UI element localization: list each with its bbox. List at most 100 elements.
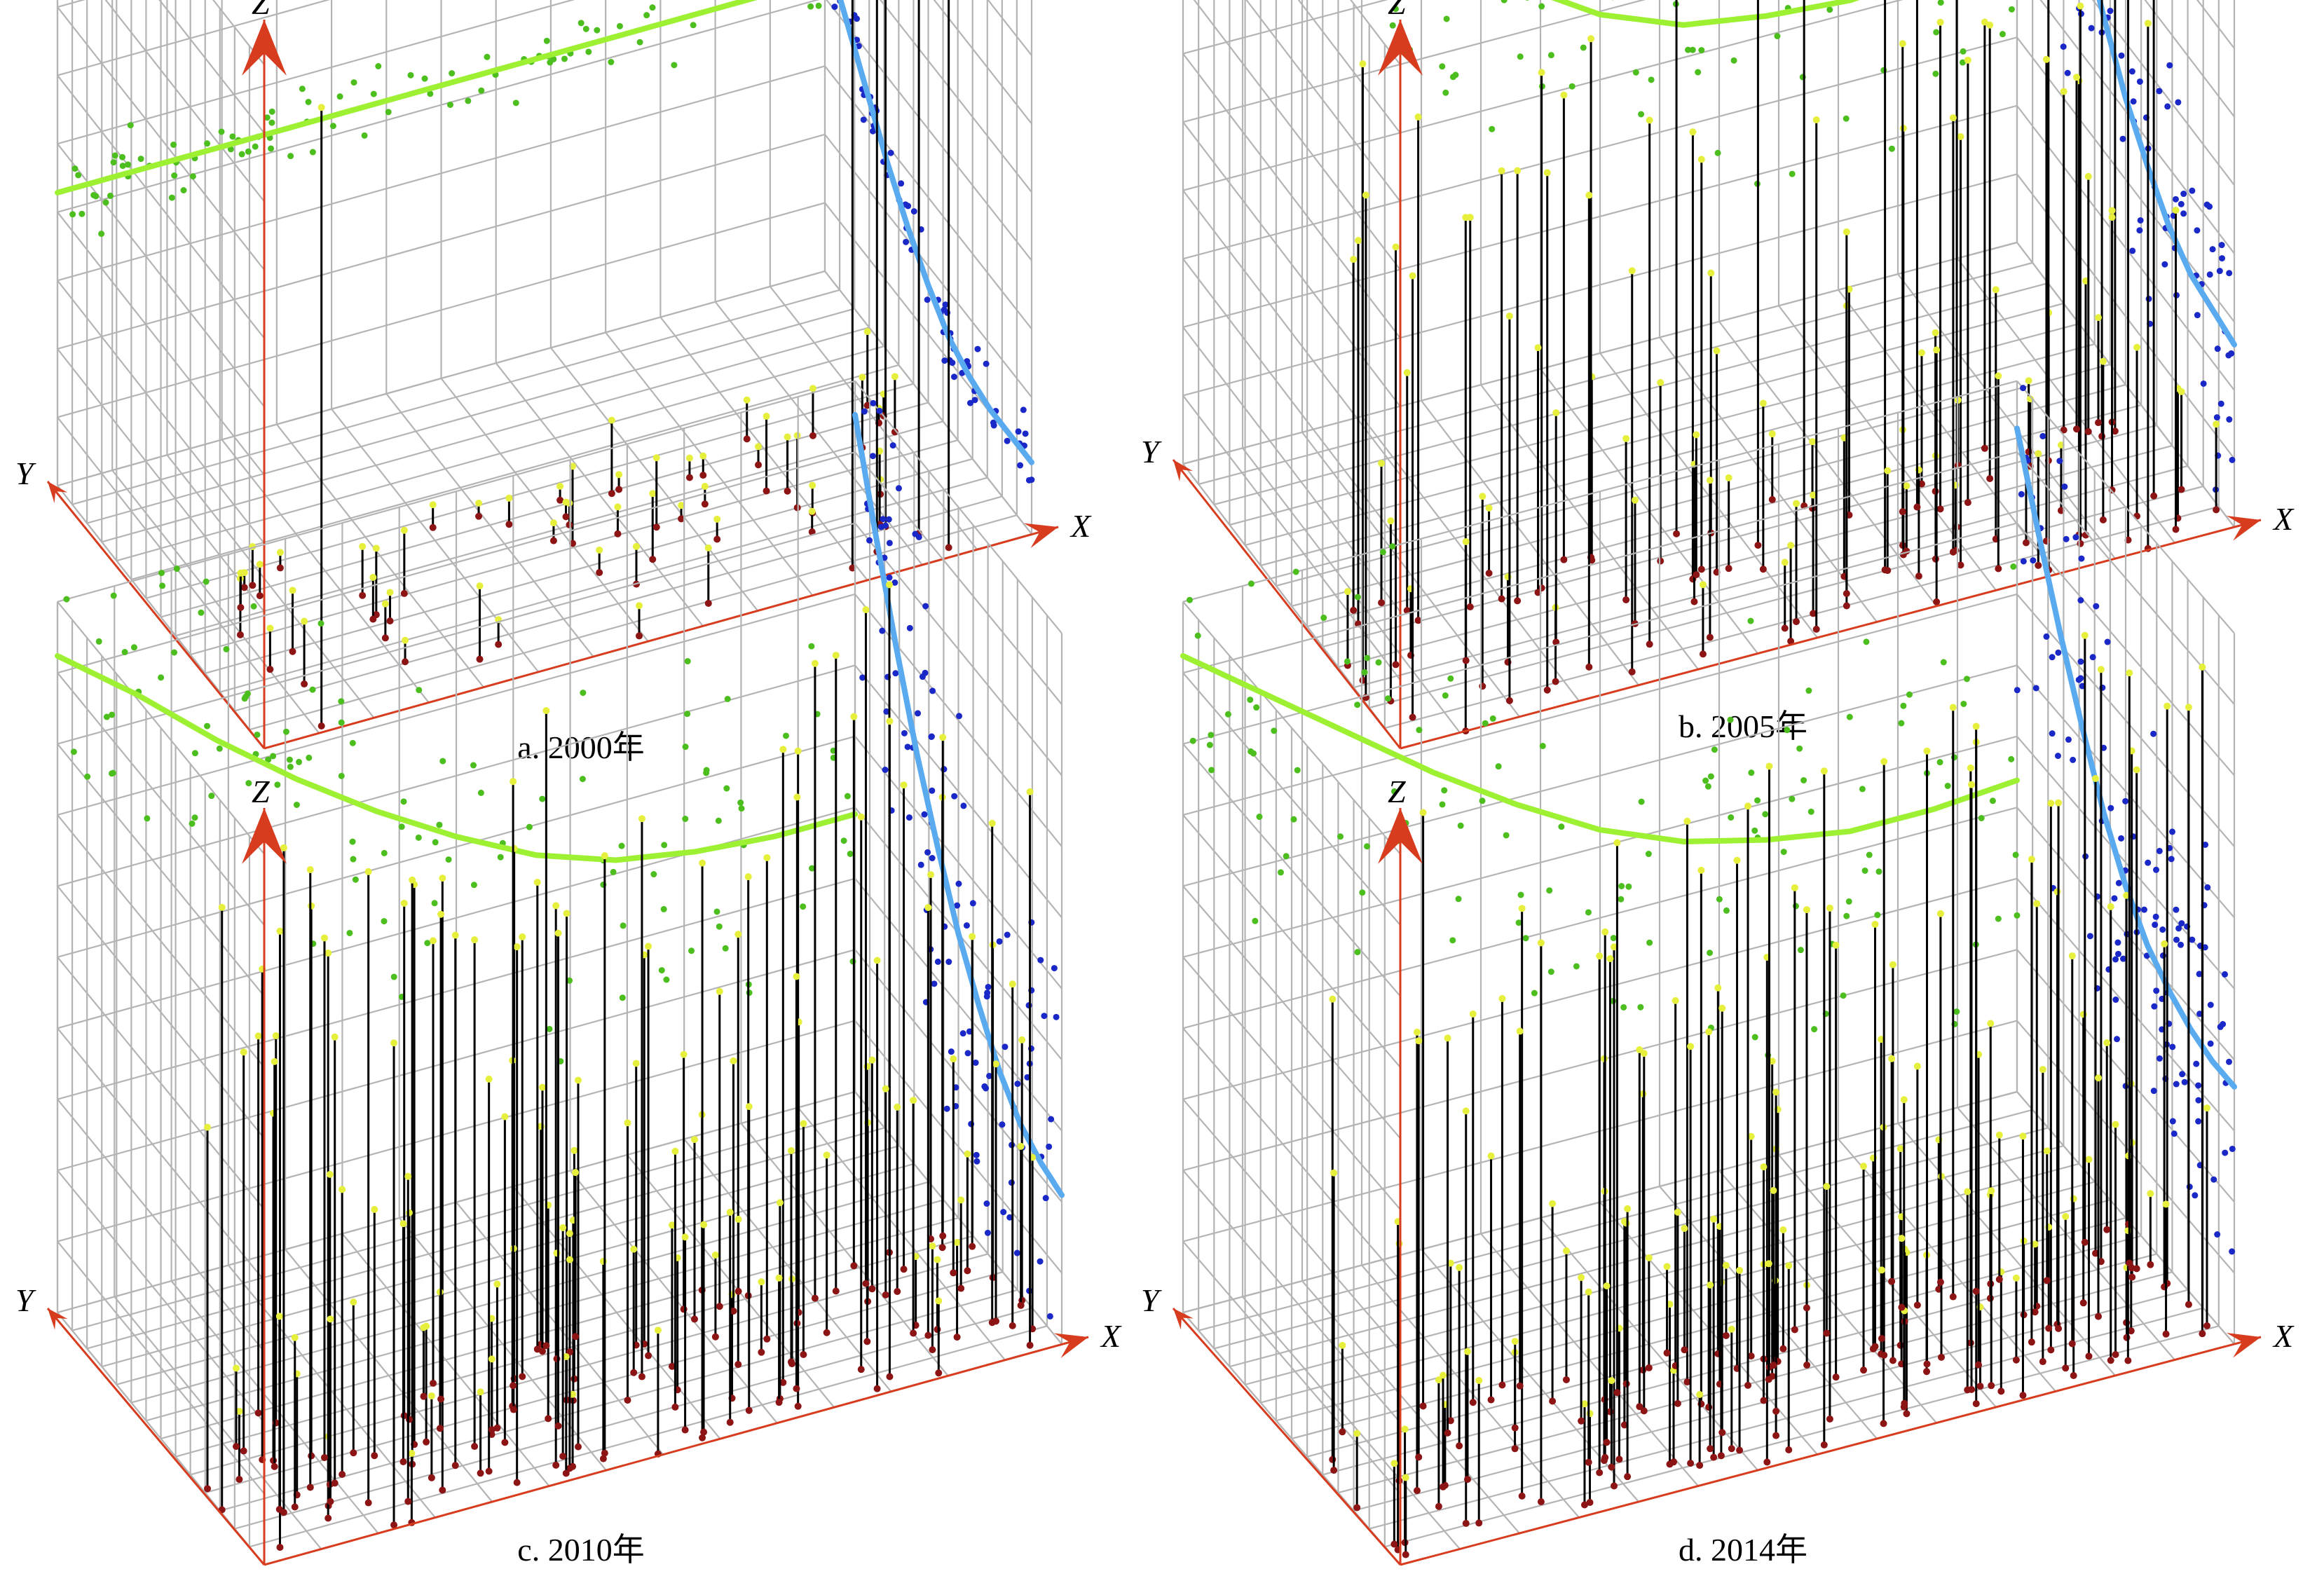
stem-base: [562, 513, 570, 521]
stem-tip: [927, 871, 935, 879]
axes: [1172, 808, 2262, 1566]
stem-base: [306, 1484, 314, 1491]
green-point: [643, 12, 650, 19]
stem-base: [1419, 1402, 1427, 1410]
stem-base: [280, 1509, 287, 1516]
green-point: [1385, 695, 1392, 702]
stem-base: [2022, 539, 2030, 547]
blue-point: [2156, 88, 2163, 95]
green-point: [1959, 59, 1966, 66]
stem-tip: [2123, 891, 2131, 899]
green-point: [1797, 947, 1804, 954]
blue-point: [903, 238, 910, 245]
stem-tip: [969, 933, 976, 940]
stem-tip: [862, 606, 870, 614]
blue-point: [960, 802, 967, 809]
stem-tip: [891, 373, 898, 381]
stem-base: [1516, 1382, 1524, 1390]
stem-base: [1913, 1301, 1921, 1309]
green-point: [381, 849, 388, 856]
stem-tip: [1538, 69, 1545, 76]
stem-tip: [1587, 35, 1595, 43]
blue-point: [2119, 955, 2126, 962]
blue-point: [2153, 987, 2160, 994]
stem-base: [562, 1469, 570, 1477]
green-point: [1898, 720, 1905, 727]
stem-base: [493, 1424, 501, 1432]
stem-tip: [2095, 1074, 2103, 1082]
blue-point: [2088, 25, 2095, 32]
green-point: [305, 99, 312, 106]
green-point: [512, 100, 519, 107]
stem-base: [929, 1346, 936, 1354]
stem-base: [1514, 597, 1522, 605]
stem-tip: [734, 1215, 742, 1223]
panel-b: X Y Z b. 2005年: [1141, 0, 2324, 788]
stem-base: [935, 1369, 943, 1377]
stem-base: [1964, 1386, 1971, 1394]
green-point: [191, 750, 198, 757]
blue-point: [2070, 756, 2077, 763]
stem-tip: [256, 561, 264, 568]
green-point: [1953, 1008, 1960, 1015]
green-point: [1689, 46, 1696, 53]
stem-tip: [1725, 474, 1732, 481]
z-axis-label: Z: [252, 0, 270, 21]
blue-point: [1025, 477, 1032, 484]
blue-point: [1025, 1002, 1032, 1009]
green-point: [1840, 992, 1847, 999]
green-point: [400, 798, 407, 805]
stem-tip: [203, 1123, 211, 1131]
stem-base: [1760, 1397, 1768, 1404]
stem-base: [784, 487, 791, 495]
stem-tip: [1562, 1247, 1570, 1254]
green-point: [1933, 29, 1940, 36]
green-point: [203, 578, 210, 585]
stem-tip: [1018, 1036, 1026, 1043]
stem-base: [1415, 1453, 1423, 1461]
caption-d: d. 2014年: [1679, 1532, 1807, 1568]
green-point: [95, 638, 102, 645]
stem-tip: [1362, 191, 1369, 199]
stem-tip: [1435, 1376, 1442, 1384]
stem-tip: [1603, 1282, 1611, 1290]
stem-tip: [776, 1199, 784, 1207]
stem-tip: [1843, 228, 1850, 235]
blue-point: [889, 442, 896, 449]
blue-point: [964, 1050, 971, 1057]
blue-point: [928, 733, 935, 740]
green-point: [270, 753, 277, 760]
stem-base: [894, 1288, 901, 1296]
blue-point: [969, 900, 976, 907]
stem-tip: [2019, 1132, 2027, 1140]
green-point: [1359, 889, 1366, 896]
green-point: [71, 165, 78, 172]
green-point: [1800, 776, 1807, 783]
stem-base: [1826, 1415, 1833, 1423]
blue-point: [959, 1030, 966, 1037]
stem-base: [1413, 1487, 1421, 1495]
green-point: [370, 90, 377, 97]
stem-base: [1585, 663, 1593, 671]
green-point: [1546, 887, 1553, 894]
stem-tip: [1578, 1274, 1585, 1282]
stem-tip: [1693, 431, 1700, 439]
stem-tip: [2108, 214, 2116, 221]
stem-tip: [1696, 1391, 1704, 1399]
y-axis-arrow: [48, 481, 68, 503]
stem-base: [1923, 1368, 1931, 1376]
z-axis-label: Z: [252, 774, 270, 809]
stem-tip: [1354, 237, 1362, 245]
green-point: [109, 770, 116, 777]
green-point: [1936, 759, 1943, 766]
green-point: [1538, 3, 1545, 10]
stem-base: [1505, 697, 1513, 704]
stem-tip: [1697, 866, 1705, 874]
green-point: [144, 815, 151, 822]
blue-point: [2203, 201, 2210, 208]
stem-tip: [809, 385, 816, 392]
stem-base: [2178, 486, 2185, 493]
stem-tip: [2199, 663, 2206, 671]
blue-point: [2189, 187, 2196, 194]
stem-base: [1440, 1483, 1447, 1491]
